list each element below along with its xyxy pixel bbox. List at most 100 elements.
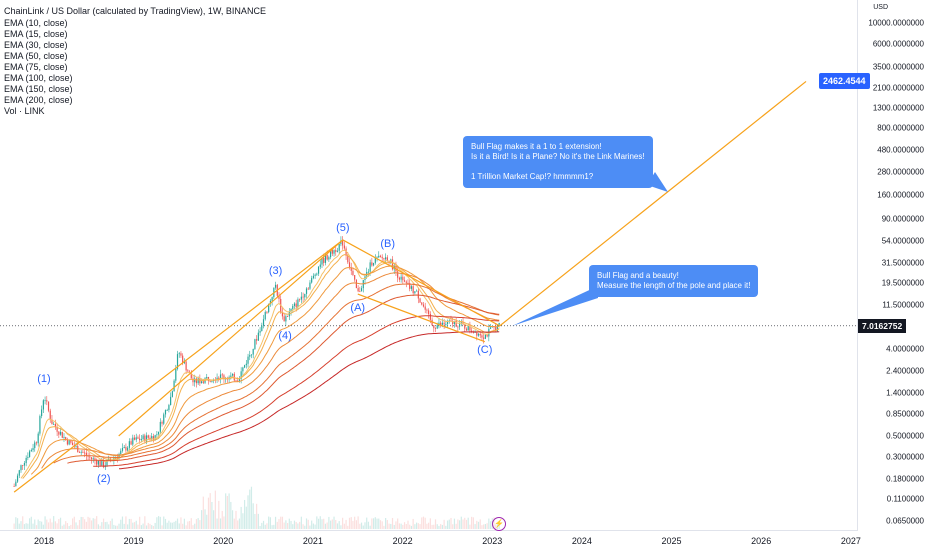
candle-body (386, 257, 388, 261)
volume-bar (450, 517, 452, 529)
candle-body (166, 409, 168, 411)
indicator-3[interactable]: EMA (50, close) (4, 51, 68, 61)
volume-bar (13, 523, 15, 529)
candle-body (286, 316, 289, 318)
candle-body (410, 286, 413, 289)
candle-body (489, 327, 492, 329)
lightning-icon[interactable]: ⚡ (492, 517, 506, 531)
chart-title[interactable]: ChainLink / US Dollar (calculated by Tra… (4, 6, 266, 16)
indicator-5[interactable]: EMA (100, close) (4, 73, 73, 83)
candle-body (183, 361, 185, 364)
y-tick: 6000.0000000 (872, 39, 924, 49)
indicator-6[interactable]: EMA (150, close) (4, 84, 73, 94)
volume-bar (372, 518, 375, 529)
ema-10-line (20, 249, 500, 479)
candle-body (302, 296, 304, 298)
candle-body (22, 465, 24, 466)
callout-bull-flag[interactable]: Bull Flag and a beauty! Measure the leng… (589, 265, 759, 297)
indicator-1[interactable]: EMA (15, close) (4, 29, 68, 39)
volume-bar (452, 524, 454, 529)
volume-bar (472, 517, 474, 529)
volume-bar (68, 525, 70, 529)
candle-body (307, 288, 309, 290)
volume-bar (243, 499, 246, 529)
volume-bar (419, 524, 421, 529)
x-tick: 2025 (661, 536, 682, 546)
volume-bar (329, 520, 332, 529)
candle-body (496, 324, 499, 332)
volume-bar (70, 524, 72, 529)
volume-bar (219, 518, 222, 529)
y-tick: 480.0000000 (877, 145, 924, 155)
volume-bar (354, 516, 356, 529)
candle-body (357, 288, 359, 292)
callout-extension[interactable]: Bull Flag makes it a 1 to 1 extension! I… (463, 136, 653, 188)
indicator-0[interactable]: EMA (10, close) (4, 18, 68, 28)
candle-body (206, 376, 208, 379)
volume-bar (188, 521, 191, 529)
volume-bar (121, 516, 124, 529)
candle-body (345, 248, 347, 256)
candle-body (46, 400, 48, 402)
candle-body (352, 270, 354, 276)
volume-bar (34, 519, 36, 529)
candle-body (70, 440, 72, 443)
ema-200-line (118, 331, 500, 470)
volume-bar (87, 516, 89, 529)
indicator-8[interactable]: Vol · LINK (4, 106, 45, 116)
candle-body (92, 458, 94, 460)
volume-bar (237, 520, 239, 529)
volume-bar (259, 525, 261, 529)
price-chart[interactable] (0, 0, 858, 530)
volume-bar (171, 522, 173, 529)
volume-bar (149, 523, 151, 529)
volume-bar (433, 524, 435, 529)
y-tick: 11.5000000 (882, 300, 924, 310)
volume-bar (23, 524, 26, 529)
candle-body (285, 316, 287, 322)
volume-bar (128, 518, 130, 529)
candle-body (323, 257, 325, 263)
candle-body (290, 308, 292, 312)
candle-body (175, 368, 177, 381)
volume-bar (252, 503, 254, 529)
volume-bar (230, 501, 232, 529)
volume-bar (170, 522, 172, 529)
candle-body (161, 421, 163, 424)
candle-body (211, 380, 213, 382)
candle-body (123, 446, 125, 448)
current-price-label: 7.0162752 (858, 318, 907, 333)
volume-bar (247, 495, 249, 529)
candle-body (486, 334, 488, 337)
volume-bar (142, 523, 144, 529)
volume-bar (446, 520, 449, 529)
wave-label: (2) (97, 472, 111, 485)
volume-bar (233, 518, 235, 529)
price-axis[interactable]: USD 10000.0000000 6000.0000000 3500.000000… (857, 0, 932, 530)
volume-bar (30, 516, 32, 529)
volume-bar (338, 521, 340, 529)
candle-body (242, 367, 244, 372)
candle-body (372, 262, 375, 266)
time-axis[interactable]: 2018 2019 2020 2021 2022 2023 2024 2025 2026 2027 (0, 530, 861, 551)
volume-bar (357, 516, 359, 529)
volume-bar (273, 524, 275, 529)
candle-body (209, 381, 211, 382)
volume-bar (376, 518, 378, 529)
candle-body (328, 257, 330, 260)
candle-body (422, 304, 425, 307)
candle-body (170, 396, 172, 406)
candle-body (336, 250, 339, 252)
indicator-7[interactable]: EMA (200, close) (4, 95, 73, 105)
candle-body (266, 311, 268, 313)
volume-bar (80, 516, 82, 529)
indicator-2[interactable]: EMA (30, close) (4, 40, 68, 50)
candle-body (453, 320, 456, 324)
volume-bar (317, 518, 320, 529)
volume-bar (295, 521, 297, 529)
indicator-4[interactable]: EMA (75, close) (4, 62, 68, 72)
volume-bar (250, 486, 253, 529)
volume-bar (326, 522, 328, 529)
candle-body (99, 460, 101, 466)
